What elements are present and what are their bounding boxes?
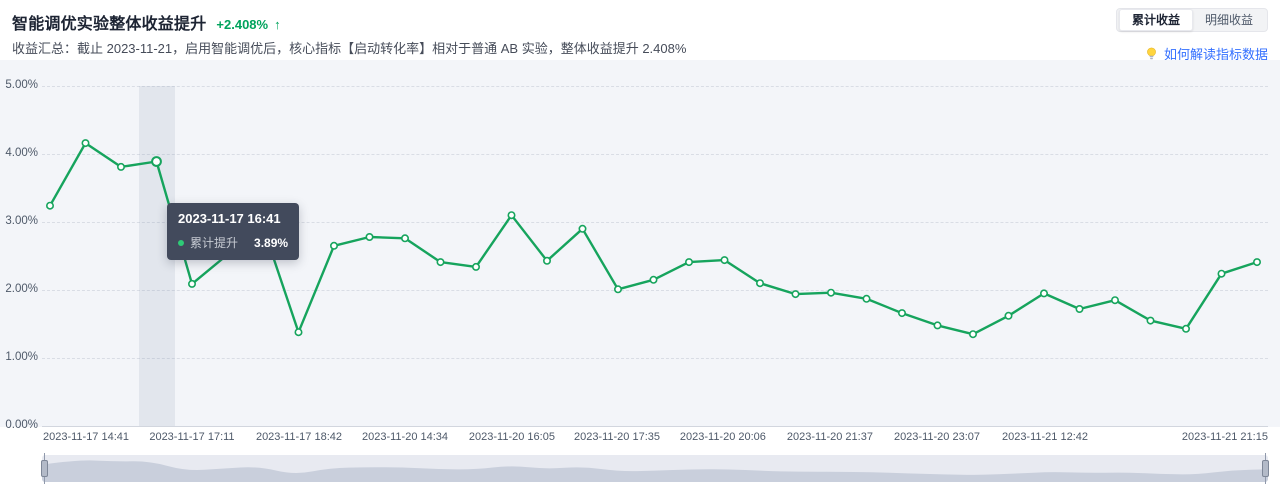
data-point[interactable]: [46, 201, 55, 210]
data-point[interactable]: [720, 256, 729, 265]
y-axis-tick-label: 2.00%: [5, 283, 38, 295]
data-point[interactable]: [188, 279, 197, 288]
mini-area-shape: [42, 460, 1268, 482]
how-to-read-metrics-link[interactable]: 如何解读指标数据: [1144, 44, 1268, 63]
data-point[interactable]: [1182, 324, 1191, 333]
x-axis-tick-label: 2023-11-20 23:07: [893, 431, 980, 443]
x-axis-tick-label: 2023-11-20 20:06: [679, 431, 766, 443]
x-axis-tick-label: 2023-11-21 12:42: [1001, 431, 1089, 443]
data-point[interactable]: [1039, 289, 1048, 298]
data-point[interactable]: [329, 241, 338, 250]
data-zoom-mini-chart: [42, 460, 1268, 482]
data-point[interactable]: [613, 285, 622, 294]
data-point[interactable]: [365, 233, 374, 242]
up-arrow-icon: ↑: [274, 17, 281, 32]
data-point[interactable]: [578, 224, 587, 233]
x-axis-tick-label: 2023-11-17 17:11: [149, 431, 235, 443]
tab-detail-revenue[interactable]: 明细收益: [1204, 13, 1253, 27]
x-axis-tick-label: 2023-11-20 21:37: [786, 431, 873, 443]
data-point[interactable]: [1111, 296, 1120, 305]
data-zoom-left-handle[interactable]: [40, 453, 48, 484]
data-point[interactable]: [826, 288, 835, 297]
data-point[interactable]: [1253, 258, 1262, 267]
data-point[interactable]: [294, 328, 303, 337]
x-axis-tick-label: 2023-11-20 16:05: [468, 431, 555, 443]
x-axis-tick-label: 2023-11-17 14:41: [42, 431, 130, 443]
chart-header: 智能调优实验整体收益提升 +2.408% ↑: [12, 10, 281, 34]
gridline: [42, 358, 1268, 359]
data-point[interactable]: [507, 211, 516, 220]
data-point[interactable]: [897, 309, 906, 318]
tab-cumulative-revenue[interactable]: 累计收益: [1118, 9, 1193, 31]
data-point[interactable]: [684, 258, 693, 267]
y-axis-tick-label: 5.00%: [5, 79, 38, 91]
data-point[interactable]: [649, 275, 658, 284]
gridline: [42, 426, 1268, 427]
y-axis-tick-label: 3.00%: [5, 215, 38, 227]
tooltip-series-name: 累计提升: [190, 236, 239, 250]
data-point[interactable]: [1217, 269, 1226, 278]
gridline: [42, 154, 1268, 155]
data-point-hovered[interactable]: [151, 156, 162, 167]
y-axis-tick-label: 4.00%: [5, 147, 38, 159]
data-point[interactable]: [81, 139, 90, 148]
gridline: [42, 222, 1268, 223]
tooltip-date: 2023-11-17 16:41: [178, 211, 281, 226]
y-axis-tick-label: 0.00%: [5, 419, 38, 431]
page-title: 智能调优实验整体收益提升: [12, 16, 207, 33]
y-axis-tick-label: 1.00%: [5, 351, 38, 363]
data-point[interactable]: [471, 262, 480, 271]
data-point[interactable]: [933, 321, 942, 330]
gain-summary-text: 收益汇总：截止 2023-11-21，启用智能调优后，核心指标【启动转化率】相对…: [12, 41, 687, 56]
gridline: [42, 86, 1268, 87]
data-point[interactable]: [1146, 316, 1155, 325]
data-zoom-track[interactable]: [40, 453, 1269, 484]
series-dot-icon: [178, 239, 184, 246]
tooltip-series-value: 3.89%: [254, 235, 289, 250]
data-point[interactable]: [400, 234, 409, 243]
left-handle-grip-icon[interactable]: [40, 460, 48, 477]
x-axis-tick-label: 2023-11-21 21:15: [1181, 431, 1268, 443]
data-point[interactable]: [117, 162, 126, 171]
revenue-view-switcher: 累计收益 明细收益: [1115, 8, 1268, 32]
x-axis-tick-label: 2023-11-17 18:42: [255, 431, 342, 443]
data-point[interactable]: [1075, 305, 1084, 314]
data-point[interactable]: [862, 294, 871, 303]
right-handle-grip-icon[interactable]: [1261, 460, 1269, 477]
lightbulb-icon: [1147, 47, 1156, 60]
data-point[interactable]: [542, 256, 551, 265]
data-point[interactable]: [791, 290, 800, 299]
help-link-label: 如何解读指标数据: [1163, 47, 1268, 62]
chart-tooltip: 2023-11-17 16:41 累计提升 3.89%: [167, 203, 300, 260]
x-axis-tick-label: 2023-11-20 17:35: [573, 431, 661, 443]
gridline: [42, 290, 1268, 291]
data-point[interactable]: [755, 279, 764, 288]
x-axis-tick-label: 2023-11-20 14:34: [361, 431, 449, 443]
data-point[interactable]: [968, 330, 977, 339]
overall-gain-badge: +2.408%: [216, 17, 269, 32]
data-zoom-right-handle[interactable]: [1261, 453, 1269, 484]
data-point[interactable]: [436, 258, 445, 267]
data-point[interactable]: [1004, 311, 1013, 320]
